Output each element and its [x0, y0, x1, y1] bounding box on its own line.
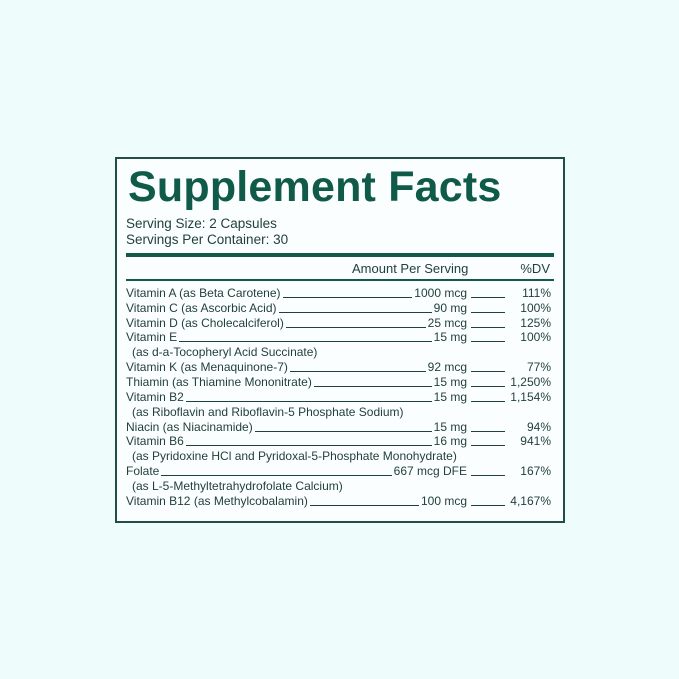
header-amount: Amount Per Serving — [352, 261, 469, 276]
leader-line — [471, 504, 505, 506]
nutrient-name: Vitamin K (as Menaquinone-7) — [126, 360, 288, 375]
nutrient-row: Vitamin A (as Beta Carotene) 1000 mcg 111% — [126, 285, 551, 300]
leader-line — [278, 311, 432, 313]
nutrient-name: Vitamin D (as Cholecalciferol) — [126, 315, 284, 330]
leader-line — [289, 370, 426, 373]
leader-line — [471, 474, 505, 477]
leader-line — [309, 504, 419, 506]
leader-line — [285, 326, 426, 328]
nutrient-dv: 100% — [520, 300, 551, 315]
nutrient-name: Vitamin A (as Beta Carotene) — [126, 285, 281, 300]
leader-line — [471, 340, 505, 343]
leader-line — [185, 444, 432, 447]
nutrient-dv: 941% — [520, 434, 551, 449]
leader-line — [471, 311, 505, 313]
leader-line — [179, 340, 432, 343]
nutrient-source: (as L-5-Methyltetrahydrofolate Calcium) — [132, 479, 343, 494]
nutrient-amount: 16 mg — [433, 434, 467, 449]
nutrient-source-line: (as L-5-Methyltetrahydrofolate Calcium) — [126, 478, 551, 493]
title: Supplement Facts — [128, 163, 502, 211]
nutrient-row: Folate 667 mcg DFE 167% — [126, 463, 551, 478]
nutrient-row: Thiamin (as Thiamine Mononitrate) 15 mg 1,… — [126, 374, 551, 389]
nutrient-dv: 111% — [522, 285, 551, 300]
nutrient-amount: 15 mg — [433, 389, 467, 404]
leader-line — [313, 385, 432, 388]
leader-line — [471, 430, 505, 432]
nutrient-source: (as d-a-Tocopheryl Acid Succinate) — [132, 345, 318, 360]
nutrient-name: Vitamin B6 — [126, 434, 184, 449]
leader-line — [471, 385, 505, 388]
leader-line — [471, 296, 505, 298]
nutrient-row: Vitamin B2 15 mg 1,154% — [126, 389, 551, 404]
nutrient-name: Thiamin (as Thiamine Mononitrate) — [126, 375, 312, 390]
divider-thin — [126, 279, 554, 281]
nutrient-dv: 1,250% — [510, 375, 551, 390]
nutrient-dv: 4,167% — [510, 493, 551, 508]
nutrient-amount: 1000 mcg — [414, 285, 467, 300]
nutrient-source-line: (as Pyridoxine HCl and Pyridoxal-5-Phosp… — [126, 448, 551, 463]
nutrient-row: Vitamin C (as Ascorbic Acid) 90 mg 100% — [126, 300, 551, 315]
nutrient-name: Vitamin B12 (as Methylcobalamin) — [126, 493, 308, 508]
nutrient-dv: 167% — [520, 464, 551, 479]
nutrient-dv: 77% — [526, 360, 551, 375]
nutrient-dv: 125% — [520, 315, 551, 330]
leader-line — [471, 370, 505, 373]
nutrient-row: Niacin (as Niacinamide) 15 mg 94% — [126, 419, 551, 434]
nutrient-name: Folate — [126, 464, 160, 479]
nutrient-source: (as Pyridoxine HCl and Pyridoxal-5-Phosp… — [132, 449, 457, 464]
leader-line — [471, 444, 505, 447]
nutrient-amount: 667 mcg DFE — [393, 464, 467, 479]
nutrient-amount: 25 mcg — [427, 315, 467, 330]
nutrient-name: Vitamin E — [126, 330, 178, 345]
nutrient-row: Vitamin E 15 mg 100% — [126, 330, 551, 345]
nutrient-source-line: (as d-a-Tocopheryl Acid Succinate) — [126, 344, 551, 359]
nutrient-dv: 94% — [526, 419, 551, 434]
nutrient-name: Vitamin C (as Ascorbic Acid) — [126, 300, 277, 315]
nutrient-name: Niacin (as Niacinamide) — [126, 419, 253, 434]
leader-line — [161, 474, 392, 477]
divider-thick — [126, 253, 554, 257]
nutrient-amount: 90 mg — [433, 300, 467, 315]
leader-line — [254, 430, 432, 432]
serving-size: Serving Size: 2 Capsules — [126, 216, 277, 231]
nutrient-amount: 15 mg — [433, 419, 467, 434]
nutrient-source-line: (as Riboflavin and Riboflavin-5 Phosphat… — [126, 404, 551, 419]
nutrient-amount: 15 mg — [433, 330, 467, 345]
nutrient-row: Vitamin K (as Menaquinone-7) 92 mcg 77% — [126, 359, 551, 374]
nutrient-dv: 1,154% — [510, 389, 551, 404]
nutrient-dv: 100% — [520, 330, 551, 345]
nutrient-row: Vitamin B6 16 mg 941% — [126, 434, 551, 449]
nutrient-amount: 92 mcg — [427, 360, 467, 375]
leader-line — [471, 400, 505, 402]
supplement-facts-panel: Supplement Facts Serving Size: 2 Capsule… — [115, 157, 565, 523]
nutrient-row: Vitamin D (as Cholecalciferol) 25 mcg 125% — [126, 315, 551, 330]
nutrient-amount: 15 mg — [433, 375, 467, 390]
nutrient-name: Vitamin B2 — [126, 389, 184, 404]
leader-line — [282, 296, 413, 298]
nutrient-amount: 100 mcg — [420, 493, 467, 508]
nutrient-row: Vitamin B12 (as Methylcobalamin) 100 mcg 4… — [126, 493, 551, 508]
nutrient-source: (as Riboflavin and Riboflavin-5 Phosphat… — [132, 404, 404, 419]
leader-line — [471, 326, 505, 328]
nutrient-list: Vitamin A (as Beta Carotene) 1000 mcg 111%… — [126, 285, 551, 508]
leader-line — [185, 400, 432, 402]
servings-per-container: Servings Per Container: 30 — [126, 232, 289, 247]
header-dv: %DV — [520, 261, 550, 276]
